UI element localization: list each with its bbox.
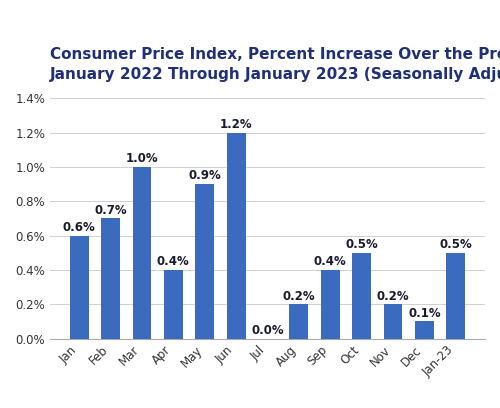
Bar	[196, 184, 214, 339]
Text: 0.4%: 0.4%	[157, 255, 190, 268]
Text: 0.5%: 0.5%	[440, 238, 472, 251]
Bar	[321, 270, 340, 339]
Bar	[226, 133, 246, 339]
Text: 0.1%: 0.1%	[408, 307, 440, 320]
Text: 0.7%: 0.7%	[94, 204, 127, 217]
Bar	[384, 304, 402, 339]
Text: 0.2%: 0.2%	[376, 290, 410, 303]
Bar	[132, 167, 152, 339]
Bar	[101, 219, 120, 339]
Text: Consumer Price Index, Percent Increase Over the Previous Month,
January 2022 Thr: Consumer Price Index, Percent Increase O…	[50, 47, 500, 82]
Bar	[352, 253, 371, 339]
Text: 0.9%: 0.9%	[188, 169, 221, 182]
Text: 1.2%: 1.2%	[220, 118, 252, 131]
Text: 0.2%: 0.2%	[282, 290, 315, 303]
Bar	[446, 253, 465, 339]
Bar	[415, 322, 434, 339]
Bar	[164, 270, 183, 339]
Bar	[70, 236, 88, 339]
Bar	[290, 304, 308, 339]
Text: 0.5%: 0.5%	[346, 238, 378, 251]
Text: 0.6%: 0.6%	[63, 221, 96, 234]
Text: 1.0%: 1.0%	[126, 152, 158, 165]
Text: 0.0%: 0.0%	[251, 324, 284, 337]
Text: 0.4%: 0.4%	[314, 255, 346, 268]
